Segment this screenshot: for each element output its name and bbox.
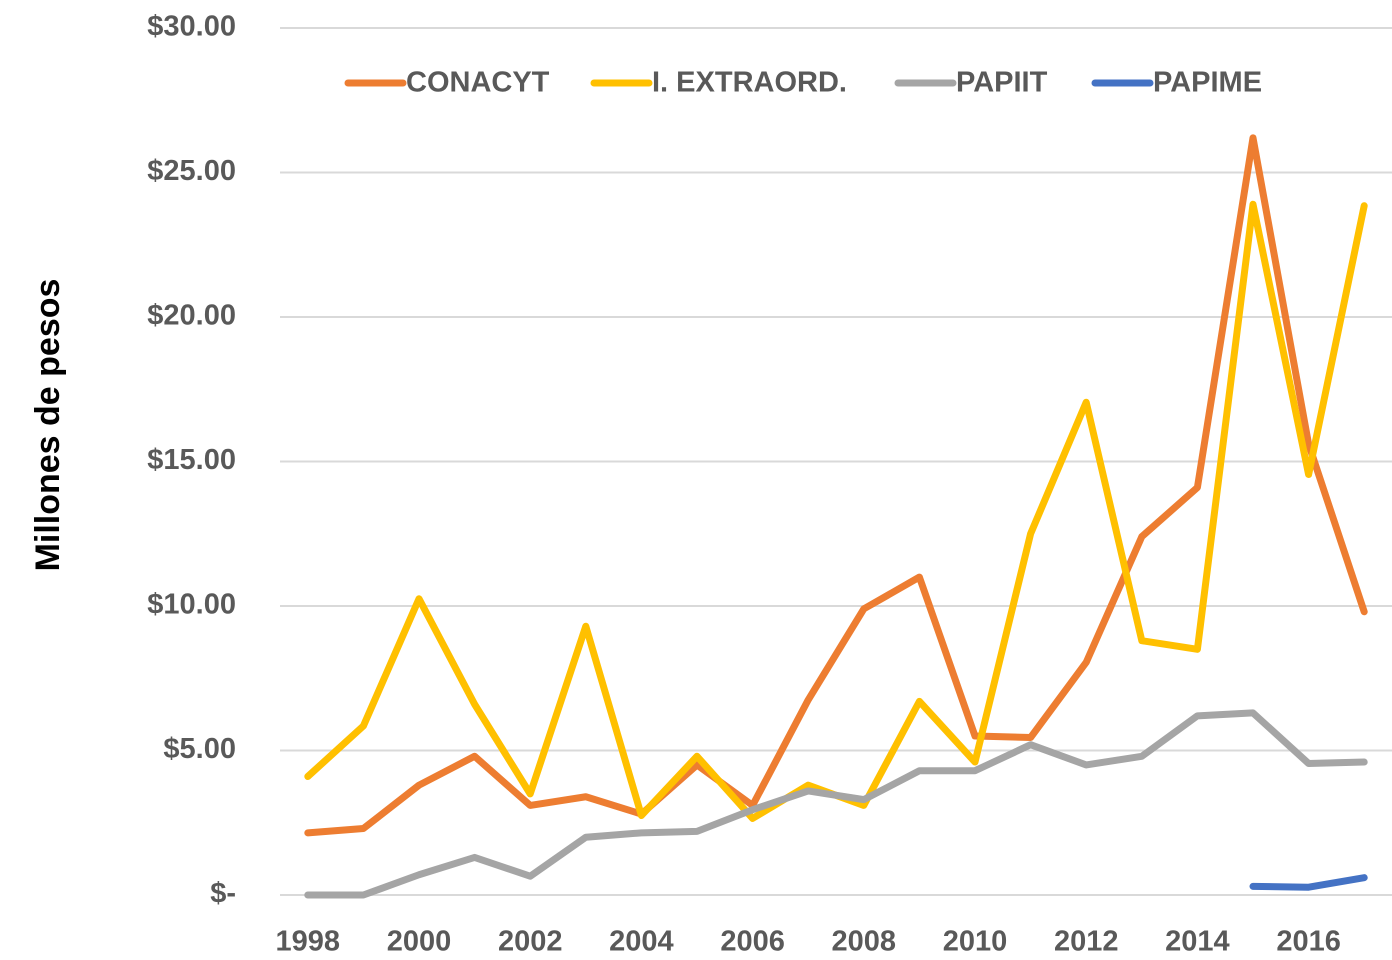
x-tick-label: 2000 <box>387 926 452 958</box>
y-tick-label: $10.00 <box>147 589 236 621</box>
line-series <box>304 200 1368 822</box>
line-series <box>304 709 1368 899</box>
legend-label: PAPIME <box>1153 67 1262 99</box>
y-tick-label: $5.00 <box>163 733 236 765</box>
x-tick-label: 2002 <box>498 926 563 958</box>
line-series <box>304 134 1368 837</box>
x-tick-label: 2012 <box>1054 926 1119 958</box>
y-tick-label: $20.00 <box>147 300 236 332</box>
x-tick-label: 2014 <box>1165 926 1230 958</box>
line-series <box>1249 874 1368 891</box>
y-axis-title: Millones de pesos <box>29 279 67 572</box>
y-tick-label: $15.00 <box>147 444 236 476</box>
legend-label: CONACYT <box>406 67 550 99</box>
x-tick-label: 2004 <box>609 926 674 958</box>
x-tick-label: 2010 <box>943 926 1008 958</box>
y-tick-label: $25.00 <box>147 155 236 187</box>
x-tick-label: 2008 <box>832 926 897 958</box>
legend-label: PAPIIT <box>956 67 1048 99</box>
x-tick-label: 2016 <box>1276 926 1341 958</box>
y-tick-label: $30.00 <box>147 11 236 43</box>
x-tick-label: 1998 <box>276 926 341 958</box>
y-tick-label: $- <box>210 878 236 910</box>
x-tick-label: 2006 <box>720 926 785 958</box>
legend-label: I. EXTRAORD. <box>652 67 847 99</box>
